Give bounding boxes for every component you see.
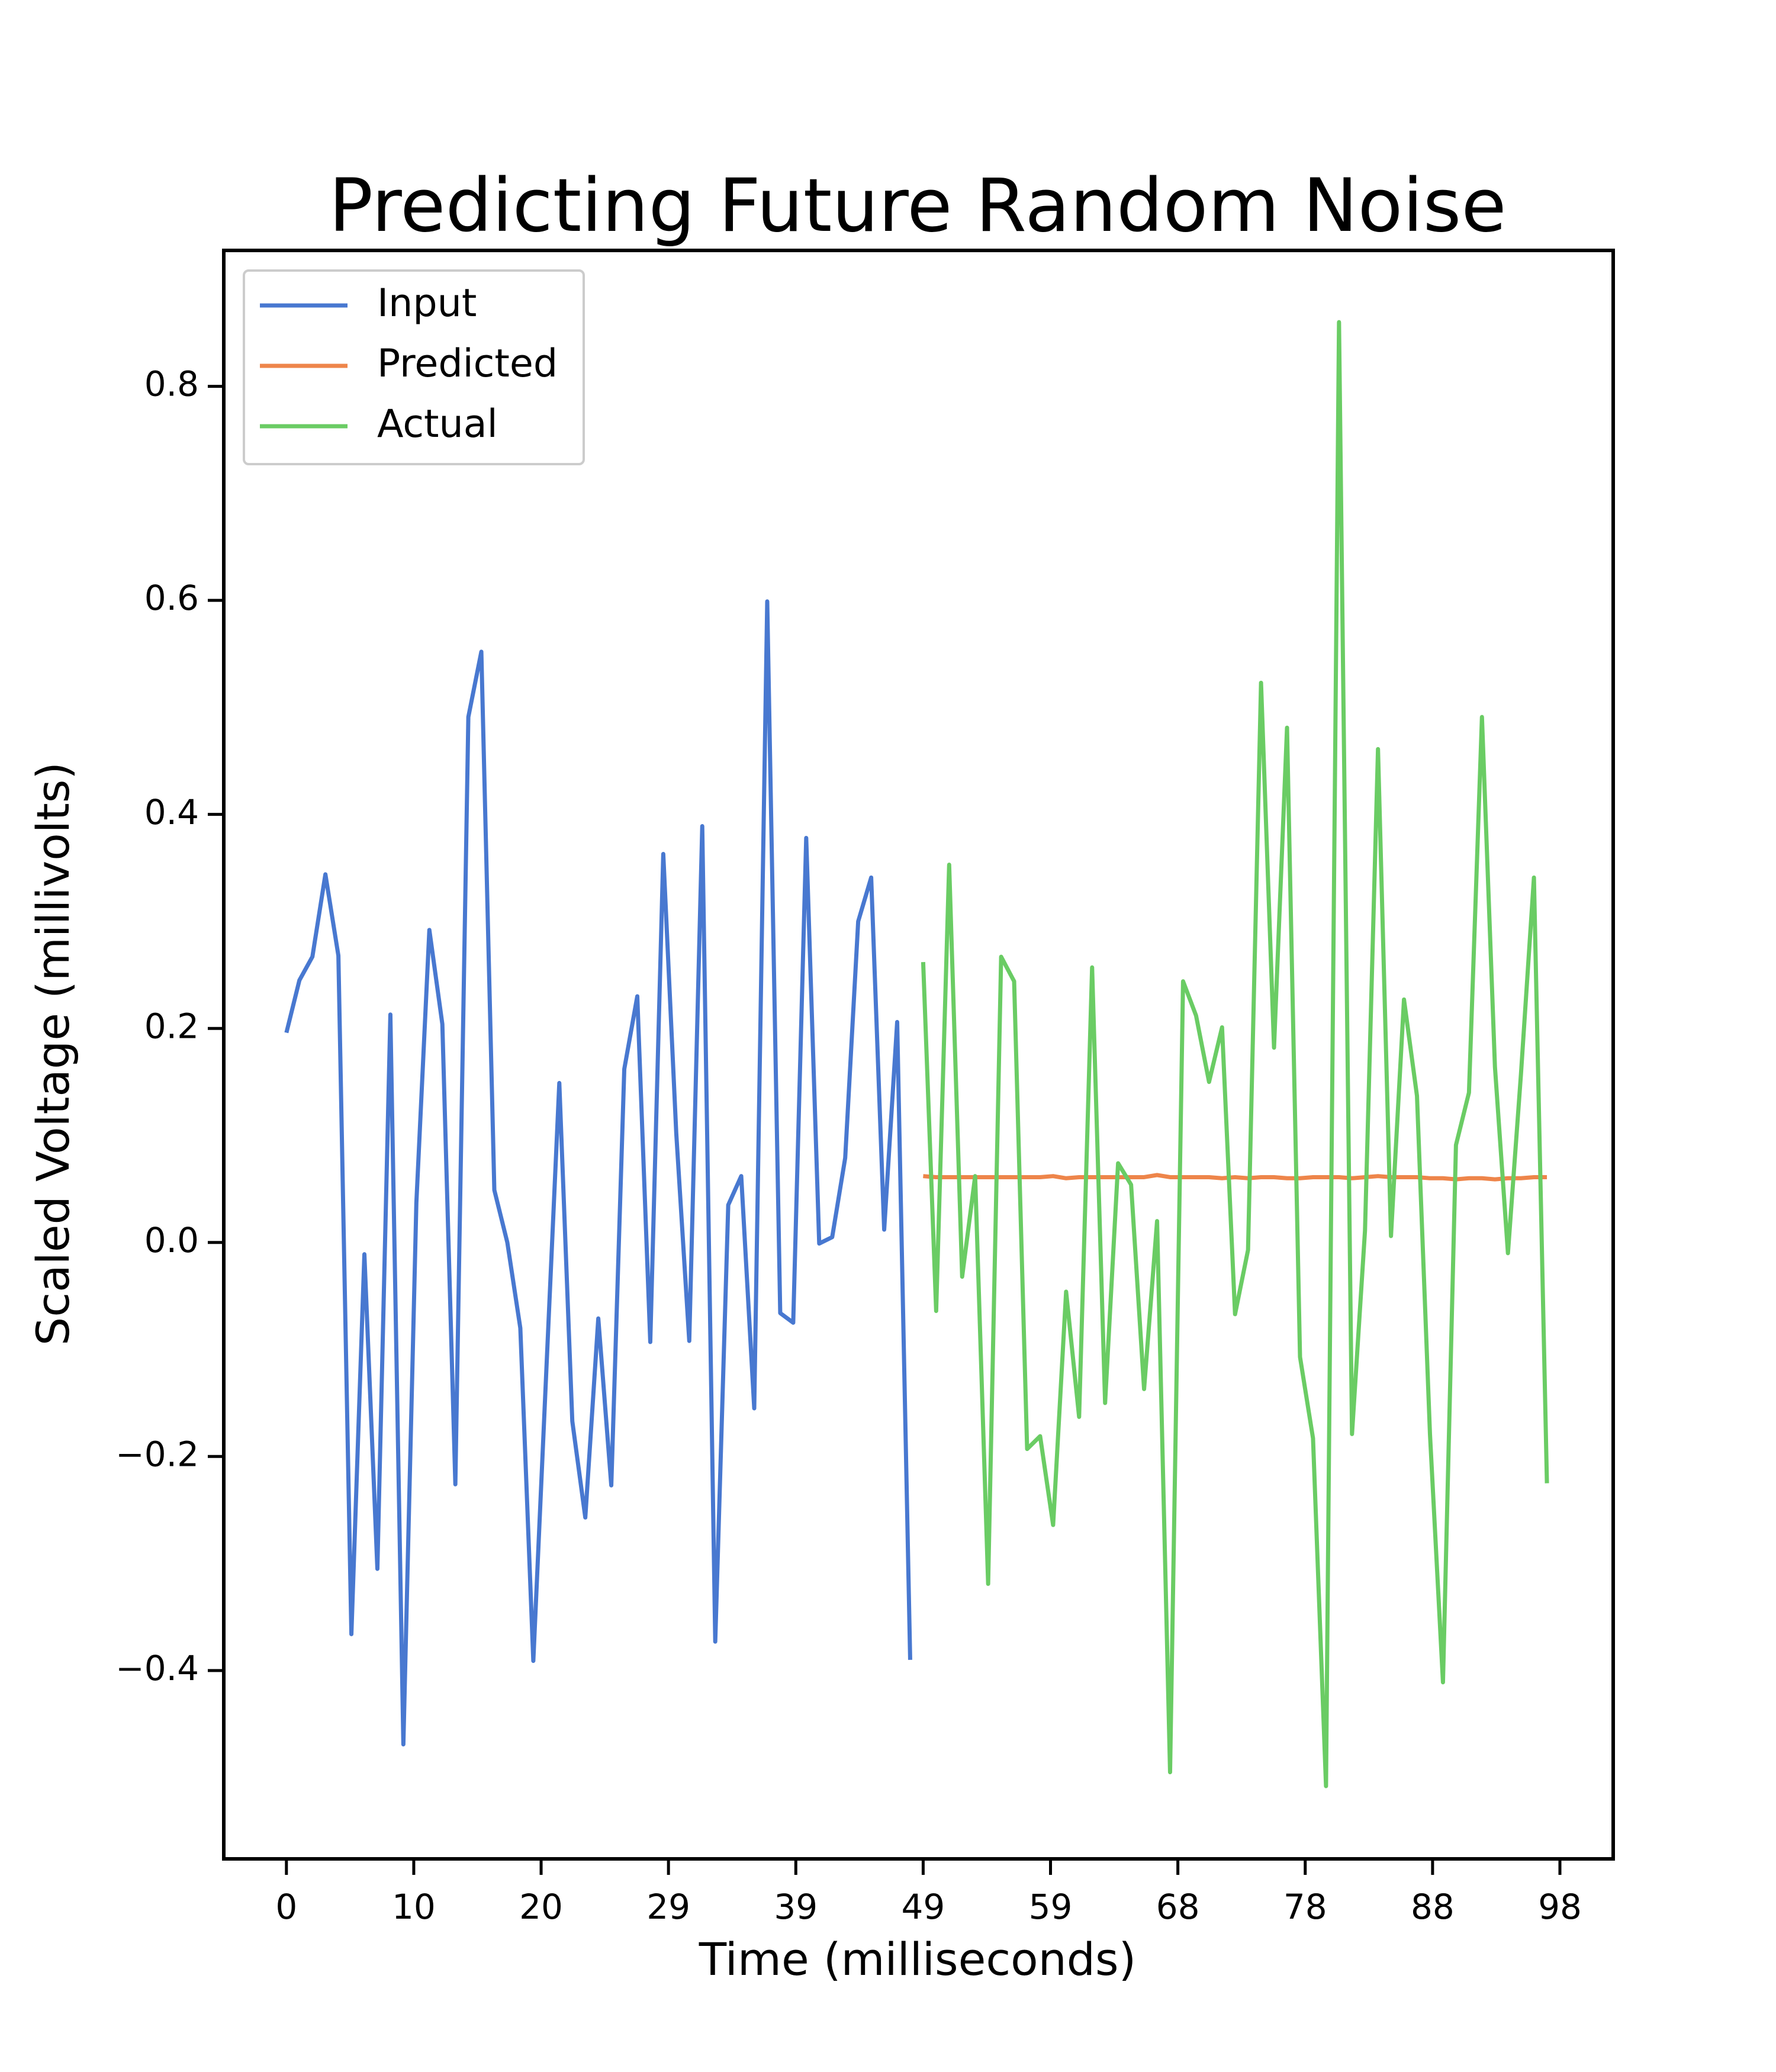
y-axis-label: Scaled Voltage (millivolts): [27, 762, 79, 1346]
x-axis-label: Time (milliseconds): [699, 1933, 1137, 1986]
legend-label: Actual: [377, 402, 498, 446]
legend-label: Predicted: [377, 342, 558, 386]
y-tick-label: −0.4: [115, 1648, 199, 1688]
line-series: [923, 1173, 1547, 1182]
x-tick-label: 98: [1538, 1887, 1582, 1927]
y-tick-label: −0.2: [115, 1434, 199, 1474]
x-tick-label: 39: [774, 1887, 818, 1927]
x-tick-label: 68: [1156, 1887, 1200, 1927]
line-series: [284, 599, 912, 1747]
line-series: [921, 320, 1549, 1788]
x-tick-label: 20: [519, 1887, 563, 1927]
y-tick-label: 0.8: [144, 364, 199, 404]
y-tick-label: 0.4: [144, 792, 199, 832]
y-tick-label: 0.0: [144, 1220, 199, 1260]
plot-frame: [222, 249, 1615, 1861]
legend-box: [243, 269, 585, 465]
x-tick-label: 29: [646, 1887, 690, 1927]
x-tick-label: 49: [901, 1887, 945, 1927]
legend-label: Input: [377, 281, 477, 326]
y-tick-label: 0.6: [144, 578, 199, 618]
x-tick-label: 59: [1029, 1887, 1073, 1927]
x-tick-label: 10: [392, 1887, 436, 1927]
y-tick-label: 0.2: [144, 1006, 199, 1046]
x-tick-label: 88: [1411, 1887, 1455, 1927]
x-tick-label: 0: [275, 1887, 297, 1927]
chart-title: Predicting Future Random Noise: [329, 163, 1506, 249]
x-tick-label: 78: [1283, 1887, 1327, 1927]
